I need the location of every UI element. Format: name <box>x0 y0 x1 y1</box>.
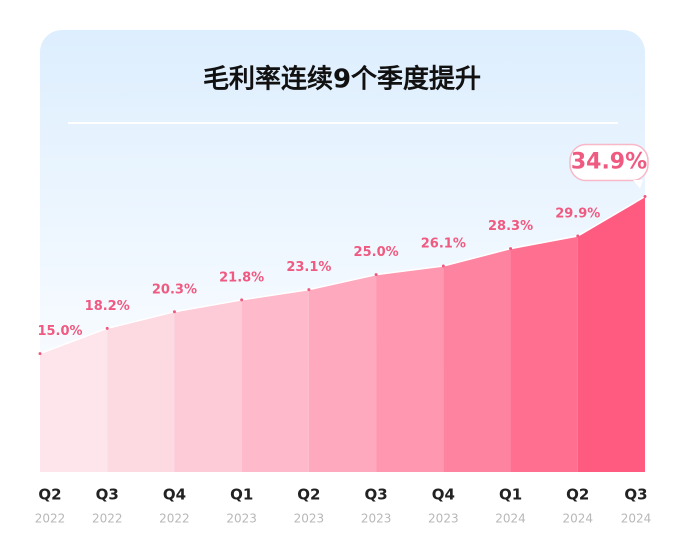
x-tick-sublabel: 2022 <box>92 512 123 526</box>
area-segment <box>510 236 578 472</box>
point <box>307 288 311 292</box>
value-label: 26.1% <box>421 236 466 251</box>
point <box>441 264 445 268</box>
x-tick-label: Q3 <box>624 486 647 504</box>
value-label: 20.3% <box>152 282 197 297</box>
point <box>240 298 244 302</box>
x-tick-sublabel: 2023 <box>428 512 459 526</box>
x-tick-sublabel: 2023 <box>294 512 325 526</box>
area-segment <box>40 328 108 472</box>
value-label: 29.9% <box>555 207 600 222</box>
area-segment <box>577 196 645 472</box>
x-tick-label: Q2 <box>38 486 61 504</box>
area-segment <box>308 274 377 472</box>
x-tick-label: Q4 <box>432 486 455 504</box>
point <box>105 326 109 330</box>
x-tick-label: Q1 <box>499 486 522 504</box>
area-segment <box>376 265 444 472</box>
value-label: 21.8% <box>219 270 264 285</box>
x-tick-sublabel: 2023 <box>226 512 257 526</box>
area-segment <box>241 289 309 472</box>
x-tick-sublabel: 2023 <box>361 512 392 526</box>
point <box>643 195 647 199</box>
x-tick-sublabel: 2022 <box>35 512 66 526</box>
x-tick-label: Q2 <box>566 486 589 504</box>
value-label: 28.3% <box>488 219 533 234</box>
chart-title: 毛利率连续9个季度提升 <box>203 64 481 95</box>
x-tick-label: Q4 <box>163 486 186 504</box>
x-tick-label: Q1 <box>230 486 253 504</box>
x-tick-label: Q2 <box>297 486 320 504</box>
area-segment <box>174 299 242 472</box>
value-label: 23.1% <box>286 260 331 275</box>
area-segment <box>107 311 175 472</box>
point <box>576 234 580 238</box>
line <box>39 195 646 355</box>
value-label: 18.2% <box>85 299 130 314</box>
x-tick-sublabel: 2024 <box>563 512 594 526</box>
highlight-bubble <box>569 143 649 182</box>
area-segment <box>443 248 511 472</box>
point <box>38 352 42 356</box>
x-tick-sublabel: 2022 <box>159 512 190 526</box>
x-tick-sublabel: 2024 <box>621 512 652 526</box>
point <box>172 310 176 314</box>
point <box>374 273 378 277</box>
point <box>509 247 513 251</box>
x-tick-sublabel: 2024 <box>495 512 526 526</box>
value-label: 25.0% <box>354 245 399 260</box>
value-label: 15.0% <box>37 324 82 339</box>
x-tick-label: Q3 <box>96 486 119 504</box>
value-label: 34.9% <box>571 150 647 175</box>
x-tick-label: Q3 <box>365 486 388 504</box>
bubble-pointer <box>633 180 643 189</box>
